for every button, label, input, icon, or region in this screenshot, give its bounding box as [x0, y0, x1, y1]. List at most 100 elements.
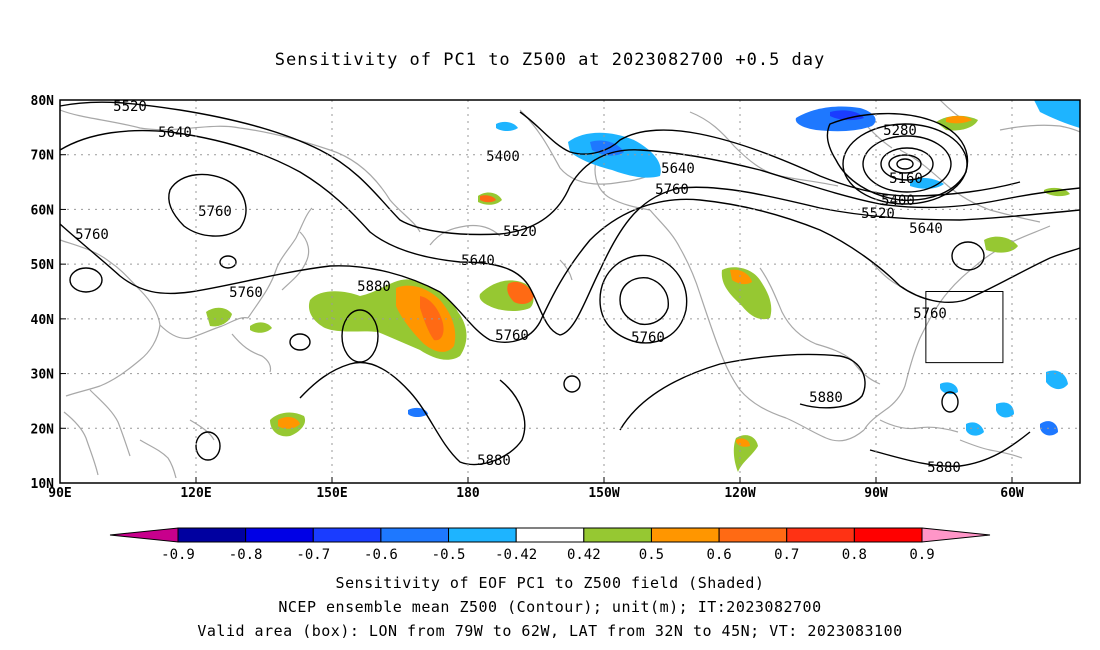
contour-closed-small-8 — [951, 241, 985, 271]
colorbar-label: -0.42 — [495, 547, 537, 563]
colorbar-label: -0.8 — [229, 547, 263, 563]
contour-label: 5760 — [913, 306, 947, 322]
contour-5520 — [59, 101, 1081, 236]
contour-5760a — [59, 198, 1081, 343]
coastlines — [59, 99, 1081, 479]
valid-area-box — [925, 291, 1004, 364]
colorbar-label: 0.5 — [639, 547, 664, 563]
lon-tick-label: 120E — [180, 486, 211, 501]
colorbar-bin — [583, 527, 652, 543]
contour-closed-small-2 — [289, 333, 311, 351]
lat-tick-label: 60N — [31, 203, 55, 218]
contour-closed-small-4 — [195, 431, 221, 461]
contour-label: 5640 — [909, 221, 943, 237]
contour-label: 5400 — [881, 193, 915, 209]
contour-label: 5760 — [229, 285, 263, 301]
colorbar-label: 0.42 — [567, 547, 601, 563]
caption-line-2: NCEP ensemble mean Z500 (Contour); unit(… — [278, 598, 822, 616]
contour-closed-small-5 — [563, 375, 581, 393]
colorbar-label: 0.6 — [706, 547, 731, 563]
lat-tick-label: 30N — [31, 368, 55, 383]
plot-frame — [59, 99, 1081, 484]
contour-closed-small-7 — [941, 391, 959, 413]
contour-label: 5760 — [631, 330, 665, 346]
contour-closed-small-6 — [219, 255, 237, 269]
contour-5640a — [59, 129, 1081, 336]
lon-tick-label: 150W — [588, 486, 619, 501]
contour-label: 5760 — [75, 227, 109, 243]
z500-contours — [59, 101, 1081, 467]
contour-5280 — [826, 112, 969, 201]
chart-title: Sensitivity of PC1 to Z500 at 2023082700… — [274, 50, 826, 70]
contour-5400 — [519, 111, 1021, 197]
colorbar-label: 0.9 — [909, 547, 934, 563]
colorbar-bin — [718, 527, 788, 543]
caption-line-1: Sensitivity of EOF PC1 to Z500 field (Sh… — [335, 574, 765, 592]
sensitivity-shading — [206, 100, 1080, 472]
colorbar-label: 0.7 — [774, 547, 799, 563]
colorbar-label: -0.6 — [364, 547, 398, 563]
lon-tick-label: 180 — [456, 486, 480, 501]
colorbar-bin — [650, 527, 720, 543]
colorbar-high-triangle — [921, 527, 991, 543]
contour-low-center-1 — [880, 147, 934, 181]
contour-label: 5880 — [477, 453, 511, 469]
colorbar-bin — [245, 527, 314, 543]
contour-label: 5280 — [883, 123, 917, 139]
contour-label: 5880 — [357, 279, 391, 295]
contour-low-center-5 — [896, 158, 914, 170]
lat-tick-label: 50N — [31, 258, 55, 273]
colorbar-labels: -0.9 -0.8 -0.7 -0.6 -0.5 -0.42 0.42 0.5 0.6 0.7 0.… — [161, 547, 935, 563]
colorbar-bin — [312, 527, 382, 543]
lon-tick-label: 90W — [864, 486, 888, 501]
colorbar-low-triangle — [109, 527, 179, 543]
contour-5760-low — [599, 254, 688, 344]
contour-low-center-2 — [862, 135, 952, 193]
lon-tick-label: 60W — [1000, 486, 1024, 501]
contour-label: 5760 — [495, 328, 529, 344]
colorbar-label: -0.9 — [161, 547, 195, 563]
contour-5760-inner — [619, 277, 669, 326]
contour-5880a — [299, 361, 526, 466]
contour-5760-hi — [168, 173, 247, 237]
contour-label: 5760 — [655, 182, 689, 198]
lat-tick-label: 10N — [31, 477, 55, 492]
gridlines — [60, 100, 1080, 483]
longitude-axis: 90E 120E 150E 180 150W 120W 90W 60W — [48, 477, 1024, 501]
lon-tick-label: 90E — [48, 486, 71, 501]
colorbar-bin — [448, 527, 517, 543]
lat-tick-label: 20N — [31, 422, 55, 437]
caption-line-3: Valid area (box): LON from 79W to 62W, L… — [197, 622, 903, 640]
contour-label: 5760 — [198, 204, 232, 220]
latitude-axis: 80N 70N 60N 50N 40N 30N 20N 10N — [31, 94, 66, 492]
contour-5880c — [869, 431, 1031, 467]
colorbar-label: -0.5 — [432, 547, 466, 563]
lat-tick-label: 40N — [31, 313, 55, 328]
colorbar-label: -0.7 — [296, 547, 330, 563]
colorbar-bin — [380, 527, 450, 543]
lat-tick-label: 80N — [31, 94, 55, 109]
lon-tick-label: 120W — [724, 486, 755, 501]
colorbar-bin — [515, 527, 585, 543]
colorbar-bin — [853, 527, 923, 543]
contour-low-center-4 — [888, 154, 922, 174]
contour-label: 5520 — [503, 224, 537, 240]
colorbar — [109, 527, 991, 543]
colorbar-bin — [786, 527, 855, 543]
contour-closed-small-1 — [69, 267, 103, 293]
colorbar-label: 0.8 — [842, 547, 867, 563]
contour-5880b — [619, 353, 866, 431]
contour-label: 5640 — [158, 125, 192, 141]
contour-closed-small-3 — [341, 309, 379, 363]
lon-tick-label: 150E — [316, 486, 347, 501]
contour-label: 5520 — [113, 99, 147, 115]
contour-label: 5520 — [861, 206, 895, 222]
contour-labels: 5520 5640 5760 5760 5760 5880 5400 5520 … — [75, 99, 961, 476]
colorbar-bin — [177, 527, 247, 543]
lat-tick-label: 70N — [31, 149, 55, 164]
contour-label: 5640 — [661, 161, 695, 177]
contour-label: 5160 — [889, 171, 923, 187]
contour-label: 5640 — [461, 253, 495, 269]
contour-label: 5880 — [927, 460, 961, 476]
